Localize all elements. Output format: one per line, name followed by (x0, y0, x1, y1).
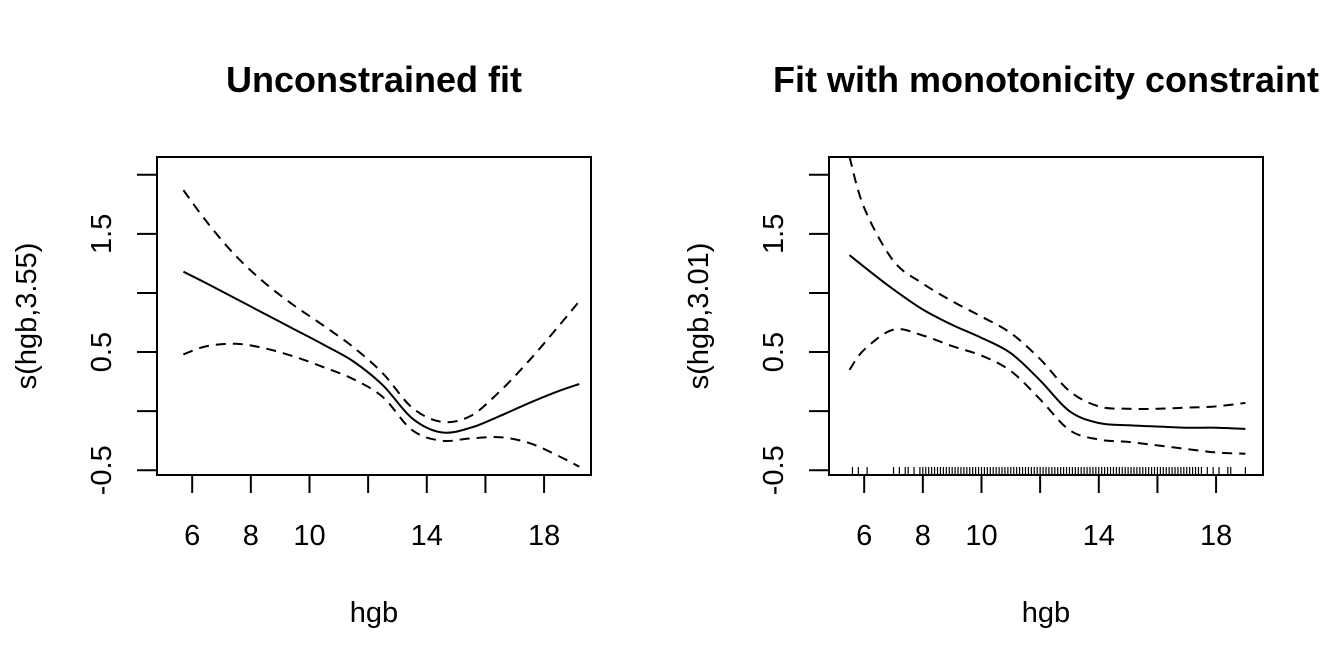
panel-monotonic: Fit with monotonicity constraint s(hgb,3… (683, 59, 1319, 629)
y-axis-label: s(hgb,3.55) (11, 243, 43, 390)
y-tick-label: -0.5 (86, 445, 118, 495)
panel-unconstrained: Unconstrained fit s(hgb,3.55) hgb 6 8 10 14… (11, 59, 592, 629)
x-tick-label: 8 (915, 520, 931, 552)
upper-ci-line (182, 189, 581, 424)
chart-title: Fit with monotonicity constraint (773, 59, 1319, 100)
y-tick-label: 0.5 (758, 332, 790, 372)
x-tick-label: 6 (184, 520, 200, 552)
y-tick-label: 1.5 (86, 214, 118, 254)
plot-frame (828, 156, 1264, 476)
x-tick-label: 6 (856, 520, 872, 552)
curves (182, 189, 581, 468)
upper-ci-line (848, 157, 1246, 411)
x-tick-label: 14 (411, 520, 443, 552)
x-axis-label: hgb (350, 597, 398, 629)
x-tick-label: 10 (293, 520, 325, 552)
axes: 6 8 10 14 18 -0.5 0.5 1.5 (758, 173, 1232, 552)
x-tick-label: 18 (1200, 520, 1232, 552)
x-tick-label: 14 (1083, 520, 1115, 552)
y-axis-label: s(hgb,3.01) (683, 243, 715, 390)
x-tick-label: 10 (965, 520, 997, 552)
rug (851, 467, 1247, 474)
chart-title: Unconstrained fit (226, 59, 522, 100)
y-tick-label: 0.5 (86, 332, 118, 372)
plot-frame (156, 156, 592, 476)
y-tick-label: 1.5 (758, 214, 790, 254)
x-tick-label: 18 (528, 520, 560, 552)
x-axis-label: hgb (1022, 597, 1070, 629)
y-tick-label: -0.5 (758, 445, 790, 495)
fit-line (848, 254, 1246, 430)
x-tick-label: 8 (243, 520, 259, 552)
fit-line (182, 270, 580, 434)
lower-ci-line (848, 328, 1246, 455)
curves (848, 157, 1246, 455)
axes: 6 8 10 14 18 -0.5 0.5 1.5 (86, 173, 560, 552)
lower-ci-line (183, 342, 580, 468)
